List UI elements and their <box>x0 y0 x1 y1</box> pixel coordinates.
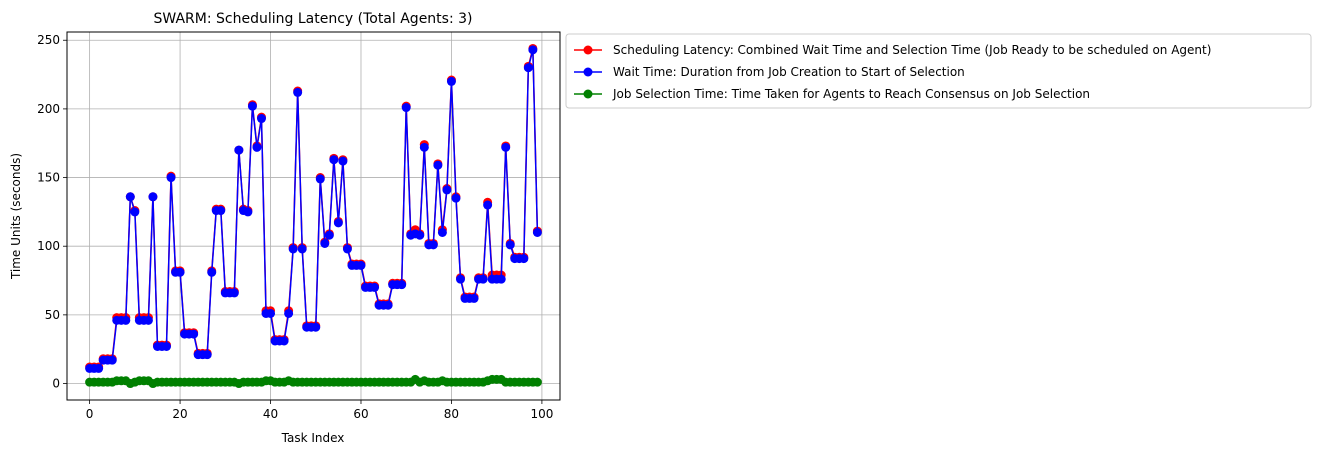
data-point <box>428 240 438 250</box>
data-point <box>523 63 533 73</box>
data-point <box>505 240 515 250</box>
data-point <box>207 267 217 277</box>
data-point <box>166 173 176 183</box>
series-2 <box>85 45 542 373</box>
data-point <box>130 207 140 217</box>
data-point <box>519 254 529 264</box>
data-point <box>121 315 131 325</box>
data-point <box>266 308 276 318</box>
data-point <box>415 230 425 240</box>
data-point <box>496 274 506 284</box>
data-point <box>397 280 407 290</box>
data-point <box>94 363 104 373</box>
data-point <box>143 315 153 325</box>
series-line <box>89 49 539 370</box>
x-tick-label: 40 <box>263 407 278 421</box>
data-point <box>297 244 307 254</box>
x-tick-label: 20 <box>172 407 187 421</box>
x-tick-label: 100 <box>530 407 553 421</box>
y-axis-label: Time Units (seconds) <box>9 153 23 280</box>
legend: Scheduling Latency: Combined Wait Time a… <box>565 33 1312 109</box>
data-point <box>446 76 456 86</box>
data-point <box>401 103 411 113</box>
y-tick-label: 50 <box>45 308 60 322</box>
data-point <box>320 238 330 248</box>
data-point <box>148 192 158 202</box>
x-tick-label: 0 <box>86 407 94 421</box>
y-tick-label: 200 <box>37 102 60 116</box>
x-tick-label: 80 <box>444 407 459 421</box>
legend-box <box>565 33 1312 109</box>
y-ticks: 0 50 100 150 200 250 <box>37 33 67 391</box>
data-point <box>288 244 298 254</box>
data-point <box>338 156 348 166</box>
y-tick-label: 150 <box>37 171 60 185</box>
data-point <box>532 227 542 237</box>
data-point <box>333 218 343 228</box>
data-point <box>234 145 244 155</box>
data-point <box>442 185 452 195</box>
grid <box>67 32 560 400</box>
chart-title: SWARM: Scheduling Latency (Total Agents:… <box>154 11 473 27</box>
data-point <box>162 341 172 351</box>
data-point <box>315 174 325 184</box>
data-point <box>437 227 447 237</box>
data-point <box>311 322 321 332</box>
data-point <box>528 45 538 55</box>
data-point <box>284 308 294 318</box>
data-point <box>342 244 352 254</box>
data-point <box>419 142 429 152</box>
legend-label: Wait Time: Duration from Job Creation to… <box>613 65 965 79</box>
data-point <box>125 192 135 202</box>
data-point <box>356 260 366 270</box>
x-ticks: 0 20 40 60 80 100 <box>86 400 553 421</box>
data-point <box>483 200 493 210</box>
data-point <box>478 274 488 284</box>
x-tick-label: 60 <box>353 407 368 421</box>
y-tick-label: 250 <box>37 33 60 47</box>
series-group <box>85 43 542 389</box>
data-point <box>293 87 303 97</box>
legend-marker <box>583 45 593 55</box>
data-point <box>256 114 266 124</box>
data-point <box>216 206 226 216</box>
legend-label: Job Selection Time: Time Taken for Agent… <box>612 87 1090 101</box>
legend-label: Scheduling Latency: Combined Wait Time a… <box>613 43 1211 57</box>
data-point <box>383 300 393 310</box>
data-point <box>175 267 185 277</box>
data-point <box>532 377 542 387</box>
data-point <box>229 288 239 298</box>
data-point <box>247 101 257 111</box>
data-point <box>501 142 511 152</box>
data-point <box>370 282 380 292</box>
legend-marker <box>583 89 593 99</box>
x-axis-label: Task Index <box>281 431 345 445</box>
y-tick-label: 100 <box>37 239 60 253</box>
data-point <box>279 336 289 346</box>
series-3 <box>85 374 542 389</box>
data-point <box>189 329 199 339</box>
data-point <box>455 274 465 284</box>
data-point <box>451 193 461 203</box>
data-point <box>243 207 253 217</box>
data-point <box>324 230 334 240</box>
data-point <box>433 160 443 170</box>
data-point <box>329 155 339 165</box>
legend-marker <box>583 67 593 77</box>
data-point <box>252 142 262 152</box>
data-point <box>202 350 212 360</box>
data-point <box>107 355 117 365</box>
y-tick-label: 0 <box>52 377 60 391</box>
plot-frame <box>66 31 561 401</box>
data-point <box>469 293 479 303</box>
